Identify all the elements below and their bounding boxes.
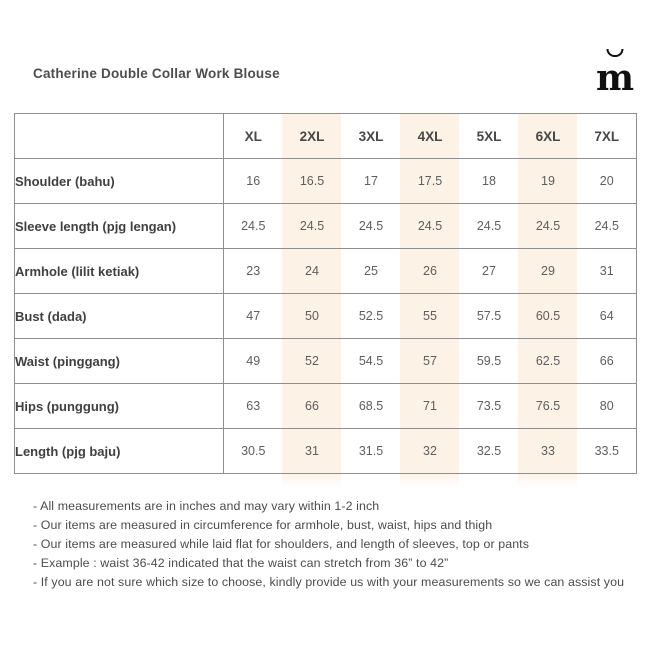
- row-label: Waist (pinggang): [14, 338, 224, 384]
- column-header-6xl: 6XL: [535, 128, 561, 144]
- cell: 31: [305, 444, 319, 458]
- cell: 24.5: [594, 219, 619, 233]
- cell: 24: [305, 264, 319, 278]
- cell: 52: [305, 354, 319, 368]
- row-label: Sleeve length (pjg lengan): [14, 203, 224, 249]
- cell: 24.5: [476, 219, 502, 233]
- note-line: - If you are not sure which size to choo…: [33, 575, 625, 589]
- cell: 26: [423, 264, 437, 278]
- cell: 17: [364, 174, 378, 188]
- size-chart: XL 2XL 3XL 4XL 5XL 6XL 7XL Shoulder (bah…: [14, 113, 637, 489]
- cell: 57.5: [476, 309, 502, 323]
- row-label: Shoulder (bahu): [14, 158, 224, 204]
- cell: 16.5: [299, 174, 325, 188]
- table-row-waist: Waist (pinggang) 49 52 54.5 57 59.5 62.5…: [14, 338, 637, 384]
- cell: 76.5: [535, 399, 561, 413]
- cell: 80: [599, 399, 614, 413]
- corner-cell: [14, 113, 224, 159]
- table-row-shoulder: Shoulder (bahu) 16 16.5 17 17.5 18 19 20: [14, 158, 637, 204]
- cell: 17.5: [417, 174, 443, 188]
- cell: 64: [599, 309, 614, 323]
- row-label: Length (pjg baju): [14, 428, 224, 474]
- note-line: - Our items are measured in circumferenc…: [33, 518, 493, 532]
- table-row-armhole: Armhole (lilit ketiak) 23 24 25 26 27 29…: [14, 248, 637, 294]
- cell: 71: [423, 399, 437, 413]
- cell: 60.5: [535, 309, 561, 323]
- column-header-5xl: 5XL: [476, 128, 502, 144]
- table-row-sleeve-length: Sleeve length (pjg lengan) 24.5 24.5 24.…: [14, 203, 637, 249]
- cell: 24.5: [358, 219, 384, 233]
- cell: 50: [305, 309, 319, 323]
- cell: 16: [246, 174, 261, 188]
- cell: 31.5: [358, 444, 384, 458]
- cell: 59.5: [476, 354, 502, 368]
- cell: 57: [423, 354, 437, 368]
- cell: 19: [541, 174, 555, 188]
- header-row: XL 2XL 3XL 4XL 5XL 6XL 7XL: [14, 113, 637, 159]
- cell: 49: [246, 354, 261, 368]
- cell: 27: [482, 264, 496, 278]
- cell: 24.5: [299, 219, 325, 233]
- cell: 52.5: [358, 309, 384, 323]
- cell: 73.5: [476, 399, 502, 413]
- cell: 20: [599, 174, 614, 188]
- size-table: XL 2XL 3XL 4XL 5XL 6XL 7XL Shoulder (bah…: [14, 113, 637, 474]
- cell: 24.5: [417, 219, 443, 233]
- cell: 18: [482, 174, 496, 188]
- cell: 68.5: [358, 399, 384, 413]
- row-label: Hips (punggung): [14, 383, 224, 429]
- breve-accent-icon: [606, 49, 624, 57]
- table-row-hips: Hips (punggung) 63 66 68.5 71 73.5 76.5 …: [14, 383, 637, 429]
- logo-letter: m: [595, 57, 635, 100]
- cell: 24.5: [535, 219, 561, 233]
- row-label: Armhole (lilit ketiak): [14, 248, 224, 294]
- cell: 29: [541, 264, 555, 278]
- cell: 32.5: [476, 444, 502, 458]
- cell: 66: [599, 354, 614, 368]
- row-label: Bust (dada): [14, 293, 224, 339]
- column-header-xl: XL: [244, 128, 262, 144]
- cell: 63: [246, 399, 261, 413]
- column-highlight-4xl: [400, 113, 459, 488]
- note-line: - Our items are measured while laid flat…: [33, 537, 530, 551]
- column-highlight-6xl: [518, 113, 577, 488]
- cell: 33: [541, 444, 555, 458]
- table-row-length: Length (pjg baju) 30.5 31 31.5 32 32.5 3…: [14, 428, 637, 474]
- cell: 24.5: [241, 219, 266, 233]
- cell: 62.5: [535, 354, 561, 368]
- page-title: Catherine Double Collar Work Blouse: [33, 66, 280, 81]
- cell: 33.5: [594, 444, 619, 458]
- cell: 31: [599, 264, 614, 278]
- column-header-4xl: 4XL: [417, 128, 443, 144]
- cell: 25: [364, 264, 378, 278]
- cell: 54.5: [358, 354, 384, 368]
- column-header-2xl: 2XL: [299, 128, 325, 144]
- cell: 30.5: [241, 444, 266, 458]
- column-header-7xl: 7XL: [594, 128, 620, 144]
- cell: 47: [246, 309, 261, 323]
- brand-logo: m: [595, 48, 635, 100]
- column-header-3xl: 3XL: [358, 128, 384, 144]
- cell: 66: [305, 399, 319, 413]
- cell: 32: [423, 444, 437, 458]
- cell: 23: [246, 264, 261, 278]
- note-line: - Example : waist 36-42 indicated that t…: [33, 556, 449, 570]
- column-highlight-2xl: [282, 113, 341, 488]
- cell: 55: [423, 309, 437, 323]
- note-line: - All measurements are in inches and may…: [33, 499, 380, 513]
- table-row-bust: Bust (dada) 47 50 52.5 55 57.5 60.5 64: [14, 293, 637, 339]
- measurement-notes: - All measurements are in inches and may…: [33, 497, 624, 592]
